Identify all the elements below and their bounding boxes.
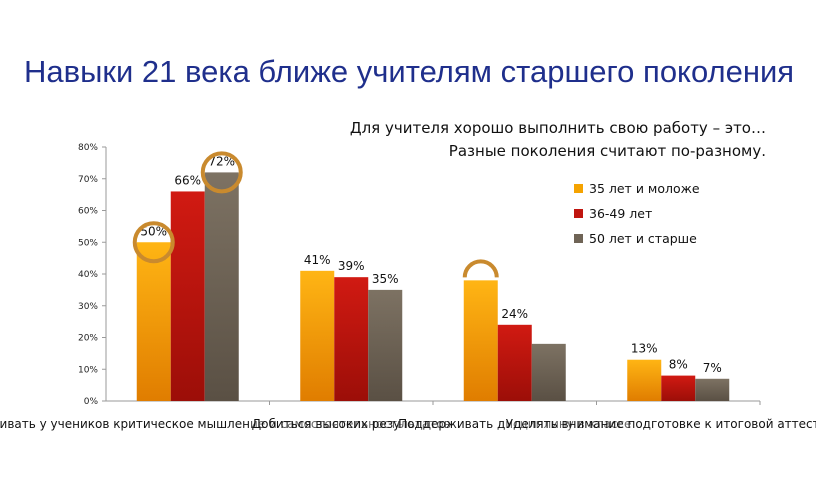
bar: [627, 359, 662, 401]
bar: [531, 343, 566, 401]
data-label: 35%: [372, 272, 399, 286]
plot-area: 0% 10% 20% 30% 40% 50% 60% 70% 80% 50% 66% 72% 41% 39…: [78, 143, 761, 407]
bar: [300, 270, 335, 401]
y-tick-label: 0%: [84, 397, 99, 407]
y-tick-label: 30%: [78, 302, 98, 312]
legend-swatch-icon: [574, 234, 583, 243]
highlight-circle: [132, 221, 175, 264]
y-tick-label: 50%: [78, 238, 98, 248]
bar: [368, 289, 403, 401]
legend-item-50-and-over: 50 лет и старше: [574, 226, 700, 251]
slide-title: Навыки 21 века ближе учителям старшего п…: [24, 54, 795, 89]
bar: [170, 191, 205, 401]
highlight-arc: [462, 259, 499, 278]
subtitle-line-1: Для учителя хорошо выполнить свою работу…: [349, 119, 766, 137]
data-label: 50%: [140, 224, 167, 238]
data-label: 41%: [304, 253, 331, 267]
bar: [497, 324, 532, 401]
bar: [463, 280, 498, 401]
data-label: 13%: [631, 342, 658, 356]
data-label: 24%: [501, 307, 528, 321]
bar: [136, 242, 171, 401]
bar: [204, 172, 239, 401]
legend-swatch-icon: [574, 184, 583, 193]
legend: 35 лет и моложе 36-49 лет 50 лет и старш…: [574, 176, 700, 251]
legend-label: 50 лет и старше: [589, 231, 697, 246]
y-tick-label: 60%: [78, 207, 98, 217]
y-tick-label: 80%: [78, 143, 98, 153]
y-tick-label: 20%: [78, 334, 98, 344]
bar: [695, 378, 730, 401]
y-tick-label: 10%: [78, 365, 98, 375]
data-label: 7%: [703, 361, 722, 375]
legend-label: 35 лет и моложе: [589, 181, 700, 196]
data-label: 72%: [208, 154, 235, 168]
bar: [334, 277, 369, 401]
highlight-circle: [200, 151, 243, 194]
legend-item-35-and-under: 35 лет и моложе: [574, 176, 700, 201]
data-label: 39%: [338, 259, 365, 273]
data-label: 66%: [174, 173, 201, 187]
data-label: 8%: [669, 358, 688, 372]
legend-item-36-49: 36-49 лет: [574, 201, 700, 226]
subtitle-line-2: Разные поколения считают по-разному.: [448, 142, 766, 160]
legend-label: 36-49 лет: [589, 206, 653, 221]
y-tick-label: 40%: [78, 270, 98, 280]
legend-swatch-icon: [574, 209, 583, 218]
y-tick-label: 70%: [78, 175, 98, 185]
chart-subtitle: Для учителя хорошо выполнить свою работу…: [350, 117, 766, 163]
bar: [661, 375, 696, 401]
